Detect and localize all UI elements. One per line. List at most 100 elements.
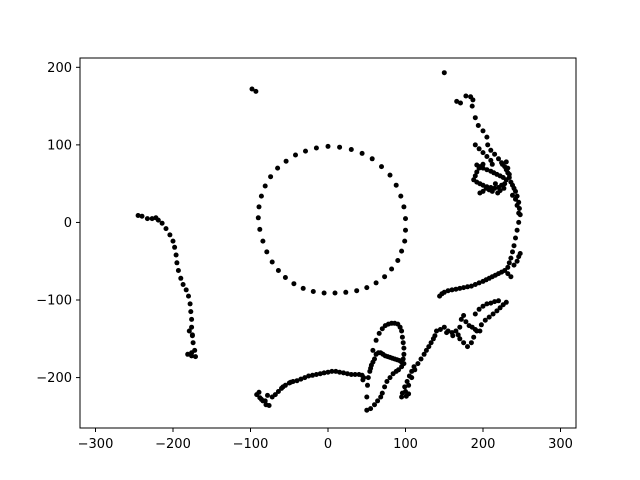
- data-point: [492, 299, 498, 305]
- data-point: [379, 390, 385, 396]
- data-point: [480, 278, 486, 284]
- data-point: [492, 181, 498, 187]
- data-point: [480, 150, 486, 156]
- x-tick-label: −300: [78, 437, 114, 452]
- y-tick-label: −200: [36, 371, 72, 386]
- data-point: [453, 328, 459, 334]
- x-tick-label: 0: [324, 437, 332, 452]
- data-point: [364, 285, 370, 291]
- data-point: [294, 378, 300, 384]
- data-point: [401, 361, 407, 367]
- data-point: [455, 332, 461, 338]
- data-point: [516, 219, 522, 225]
- data-point: [484, 301, 490, 307]
- data-point: [517, 251, 523, 256]
- data-point: [511, 262, 517, 268]
- data-point: [396, 367, 401, 373]
- data-point: [379, 164, 384, 170]
- data-point: [489, 161, 495, 167]
- y-axis: −200 −100 0 100 200: [36, 61, 80, 386]
- data-point: [404, 379, 410, 384]
- data-point: [149, 216, 155, 222]
- data-point: [457, 324, 463, 330]
- data-point: [317, 371, 323, 377]
- data-point: [415, 361, 421, 367]
- data-point: [399, 248, 405, 254]
- data-point: [373, 337, 379, 343]
- data-point: [476, 280, 482, 286]
- x-tick-label: 100: [393, 437, 418, 452]
- data-point: [193, 354, 198, 360]
- data-point: [492, 151, 498, 157]
- data-point: [178, 275, 184, 281]
- data-point: [275, 268, 281, 273]
- data-point: [409, 368, 415, 374]
- data-point: [488, 300, 494, 306]
- data-point: [303, 148, 308, 154]
- data-point: [159, 220, 165, 226]
- data-point: [411, 364, 417, 370]
- data-point: [272, 392, 278, 398]
- data-point: [465, 284, 470, 290]
- data-point: [441, 70, 447, 76]
- data-point: [406, 373, 412, 379]
- data-point: [401, 204, 407, 210]
- data-point: [454, 98, 460, 104]
- data-point: [293, 152, 298, 158]
- data-point: [401, 345, 407, 351]
- data-point: [183, 287, 189, 293]
- data-point: [359, 150, 365, 156]
- data-point: [444, 330, 450, 336]
- data-point: [395, 258, 401, 263]
- data-point: [187, 301, 193, 307]
- data-point: [503, 159, 509, 165]
- data-point: [497, 188, 503, 194]
- data-point: [432, 333, 438, 339]
- data-point: [189, 316, 195, 322]
- data-point: [354, 288, 360, 294]
- data-point: [516, 210, 522, 216]
- data-point: [333, 368, 339, 374]
- data-point: [490, 311, 496, 317]
- data-point: [343, 289, 349, 295]
- data-point: [275, 389, 281, 394]
- x-tick-label: −200: [155, 437, 191, 452]
- data-point: [482, 317, 488, 323]
- data-point: [488, 147, 494, 153]
- data-point: [344, 371, 350, 377]
- data-point: [461, 285, 467, 291]
- data-point: [465, 344, 470, 350]
- data-point: [428, 340, 434, 346]
- data-point: [369, 156, 375, 162]
- data-point: [513, 188, 518, 194]
- data-point: [423, 347, 429, 353]
- data-point: [503, 299, 509, 305]
- data-point: [406, 391, 412, 397]
- data-point: [453, 286, 459, 292]
- data-point: [458, 316, 464, 322]
- data-point: [364, 394, 370, 400]
- data-point: [321, 290, 327, 296]
- data-point: [506, 260, 512, 266]
- data-point: [508, 255, 514, 261]
- data-point: [468, 283, 474, 289]
- data-point: [367, 368, 373, 374]
- data-point: [480, 182, 486, 188]
- data-point: [406, 382, 412, 388]
- data-point: [139, 213, 145, 219]
- data-point: [484, 154, 490, 159]
- data-point: [302, 375, 308, 381]
- data-point: [398, 193, 404, 199]
- data-point: [387, 375, 393, 381]
- data-point: [249, 86, 255, 92]
- data-point: [280, 384, 286, 390]
- data-point: [477, 190, 483, 196]
- data-point: [186, 328, 192, 334]
- y-tick-label: 100: [47, 138, 72, 153]
- data-point: [300, 285, 306, 291]
- data-point: [365, 375, 371, 381]
- data-point: [375, 398, 381, 404]
- data-point: [475, 123, 481, 128]
- data-point: [399, 394, 405, 400]
